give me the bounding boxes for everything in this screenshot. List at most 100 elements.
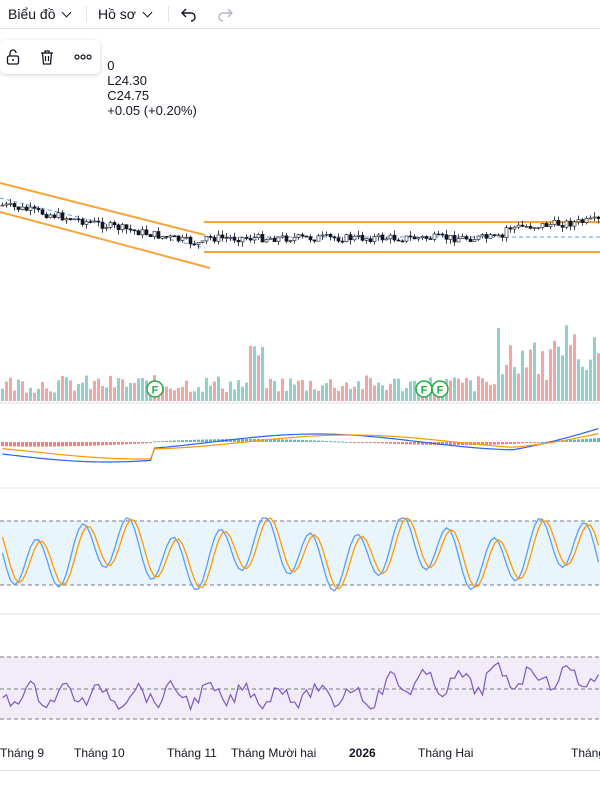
delete-button[interactable]	[36, 46, 58, 68]
macd-histogram-bar	[497, 442, 500, 445]
candle-body	[528, 226, 533, 229]
volume-bar	[549, 349, 552, 401]
volume-bar	[373, 385, 376, 401]
chevron-down-icon	[62, 7, 72, 17]
event-marker[interactable]: F	[415, 380, 433, 398]
candle-body	[4, 203, 9, 206]
unlock-button[interactable]	[2, 46, 24, 68]
candle-body	[228, 237, 233, 239]
macd-histogram-bar	[585, 438, 588, 442]
macd-histogram-bar	[289, 439, 292, 442]
candle-body	[396, 239, 401, 242]
candle-body	[8, 203, 13, 205]
undo-button[interactable]	[180, 0, 198, 28]
volume-bar	[469, 380, 472, 401]
candle-body	[364, 238, 369, 241]
macd-histogram-bar	[245, 438, 248, 442]
macd-histogram-bar	[529, 442, 532, 443]
candle-body	[216, 234, 221, 242]
candle-body	[184, 236, 189, 239]
chart-canvas[interactable]: F F F	[0, 30, 600, 770]
candle-body	[352, 235, 357, 241]
macd-histogram-bar	[13, 442, 16, 447]
macd-histogram-bar	[381, 442, 384, 444]
volume-bar	[273, 381, 276, 401]
candle-body	[556, 219, 561, 226]
channel-upper-line[interactable]	[0, 182, 206, 236]
profile-menu-button[interactable]: Hồ sơ	[98, 0, 153, 28]
macd-histogram-bar	[333, 441, 336, 443]
volume-bar	[521, 350, 524, 401]
candle-body	[400, 240, 405, 243]
volume-bar	[9, 377, 12, 401]
candle-body	[324, 233, 329, 236]
macd-histogram-bar	[425, 442, 428, 445]
macd-histogram-bar	[205, 439, 208, 442]
redo-button[interactable]	[216, 0, 234, 28]
candle-body	[492, 234, 497, 237]
macd-histogram-bar	[137, 442, 140, 444]
channel-lower-line[interactable]	[0, 211, 211, 269]
volume-bar	[61, 375, 64, 401]
candle-body	[288, 240, 293, 242]
rsi-line	[2, 661, 600, 712]
macd-histogram-bar	[189, 439, 192, 442]
candle-body	[156, 231, 161, 239]
candle-body	[192, 243, 197, 246]
time-axis[interactable]	[0, 770, 600, 801]
macd-histogram-bar	[561, 440, 564, 442]
volume-bar	[185, 380, 188, 401]
macd-histogram-bar	[321, 440, 324, 442]
event-marker[interactable]: F	[146, 380, 164, 398]
more-button[interactable]	[72, 46, 94, 68]
volume-bar	[105, 387, 108, 401]
macd-histogram-bar	[377, 442, 380, 444]
candle-body	[512, 226, 517, 230]
volume-bar	[165, 386, 168, 401]
macd-histogram-bar	[53, 442, 56, 447]
macd-histogram-bar	[413, 442, 416, 445]
volume-bar	[229, 381, 232, 401]
volume-bar	[361, 389, 364, 401]
volume-bar	[289, 378, 292, 401]
volume-bar	[585, 370, 588, 401]
candle-body	[88, 221, 93, 223]
volume-bar	[465, 377, 468, 401]
candle-body	[380, 234, 385, 241]
macd-histogram-bar	[593, 438, 596, 442]
volume-bar	[569, 345, 572, 401]
candle-body	[212, 237, 217, 242]
candle-body	[48, 214, 53, 218]
chart-menu-button[interactable]: Biểu đồ	[8, 0, 72, 28]
macd-histogram-bar	[81, 442, 84, 446]
volume-bar	[37, 388, 40, 401]
candle-body	[232, 237, 237, 241]
candle-body	[536, 227, 541, 229]
volume-bar	[509, 345, 512, 401]
candle-body	[196, 242, 201, 245]
macd-histogram-bar	[241, 438, 244, 442]
volume-bar	[173, 390, 176, 401]
volume-bars	[1, 325, 600, 401]
volume-bar	[381, 385, 384, 401]
rsi-pane	[2, 661, 600, 712]
candle-body	[292, 237, 297, 241]
candle-body	[284, 235, 289, 242]
top-toolbar: Biểu đồ Hồ sơ	[0, 0, 600, 29]
macd-histogram-bar	[441, 442, 444, 446]
candle-body	[372, 236, 377, 242]
event-marker[interactable]: F	[431, 380, 449, 398]
volume-bar	[353, 386, 356, 401]
candle-body	[408, 235, 413, 238]
macd-histogram-bar	[581, 439, 584, 442]
volume-bar	[101, 386, 104, 401]
candle-body	[12, 203, 17, 208]
macd-histogram-bar	[505, 442, 508, 445]
macd-histogram-bar	[401, 442, 404, 445]
volume-bar	[365, 375, 368, 401]
macd-histogram-bar	[541, 441, 544, 443]
macd-histogram-bar	[153, 441, 156, 443]
candle-body	[476, 235, 481, 240]
volume-bar	[221, 388, 224, 401]
macd-histogram-bar	[57, 442, 60, 447]
